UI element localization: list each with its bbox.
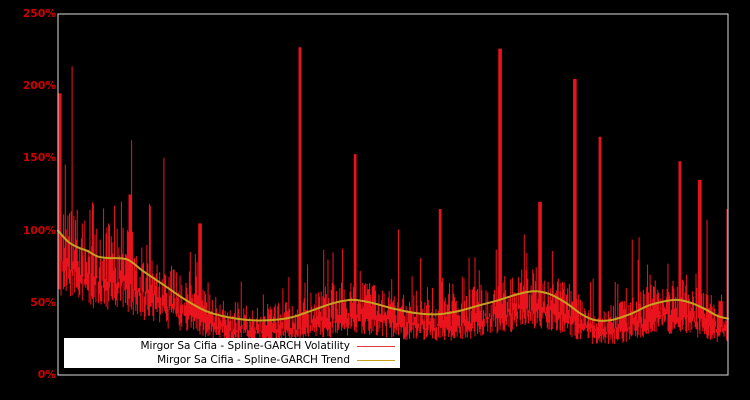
y-axis-tick-50: 50% xyxy=(30,295,56,309)
y-axis-tick-labels: 0% 50% 100% 150% 200% 250% xyxy=(0,0,56,400)
legend-item-trend: Mirgor Sa Cifia - Spline-GARCH Trend xyxy=(65,353,399,367)
y-axis-tick-150: 150% xyxy=(22,151,56,165)
legend-swatch-volatility xyxy=(357,345,395,347)
y-axis-tick-200: 200% xyxy=(22,79,56,93)
legend-item-volatility: Mirgor Sa Cifia - Spline-GARCH Volatilit… xyxy=(65,339,399,353)
chart-legend: Mirgor Sa Cifia - Spline-GARCH Volatilit… xyxy=(64,338,400,368)
legend-label-trend: Mirgor Sa Cifia - Spline-GARCH Trend xyxy=(157,354,350,366)
plot-border xyxy=(57,13,729,376)
trend-series xyxy=(57,229,729,322)
y-axis-tick-250: 250% xyxy=(22,7,56,20)
legend-swatch-trend xyxy=(357,359,395,361)
y-axis-tick-0: 0% xyxy=(37,368,56,381)
legend-label-volatility: Mirgor Sa Cifia - Spline-GARCH Volatilit… xyxy=(140,340,350,352)
y-axis-tick-100: 100% xyxy=(22,223,56,237)
